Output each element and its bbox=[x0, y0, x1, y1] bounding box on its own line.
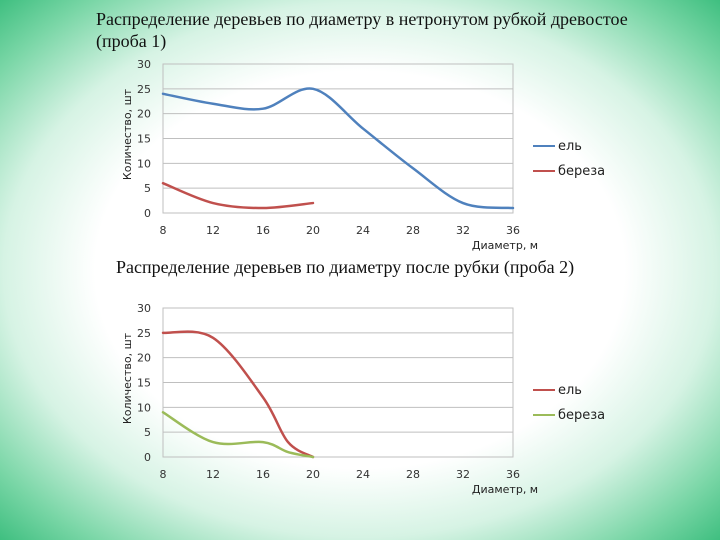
y-axis-title: Количество, шт bbox=[121, 88, 134, 180]
x-tick-label: 16 bbox=[256, 224, 270, 237]
y-tick-label: 20 bbox=[137, 352, 151, 365]
y-tick-label: 30 bbox=[137, 58, 151, 71]
x-tick-label: 20 bbox=[306, 468, 320, 481]
series-line-1 bbox=[161, 330, 315, 459]
series-line-2 bbox=[161, 411, 315, 459]
x-axis-title: Диаметр, м bbox=[472, 239, 538, 252]
y-tick-label: 25 bbox=[137, 327, 151, 340]
x-tick-label: 32 bbox=[456, 224, 470, 237]
y-tick-label: 10 bbox=[137, 401, 151, 414]
series-line-1 bbox=[161, 87, 515, 210]
legend-label: ель bbox=[558, 139, 582, 154]
x-tick-label: 12 bbox=[206, 224, 220, 237]
legend-label: береза bbox=[558, 408, 605, 423]
x-tick-label: 8 bbox=[160, 468, 167, 481]
y-tick-label: 30 bbox=[137, 302, 151, 315]
chart-1: 0 5 10 15 20 25 30 8 12 16 20 24 28 32 36 Диаметр, м Кол… bbox=[121, 58, 605, 252]
legend-label: ель bbox=[558, 383, 582, 398]
y-tick-label: 10 bbox=[137, 157, 151, 170]
y-axis-title: Количество, шт bbox=[121, 332, 134, 424]
y-tick-label: 15 bbox=[137, 377, 151, 390]
x-tick-label: 32 bbox=[456, 468, 470, 481]
y-tick-label: 5 bbox=[144, 182, 151, 195]
chart-2-title: Распределение деревьев по диаметру после… bbox=[116, 257, 575, 277]
x-tick-label: 16 bbox=[256, 468, 270, 481]
chart-2: 0 5 10 15 20 25 30 8 12 16 20 24 28 32 36 Диаметр, м Кол… bbox=[121, 302, 605, 496]
y-tick-label: 20 bbox=[137, 108, 151, 121]
legend-label: береза bbox=[558, 164, 605, 179]
x-tick-label: 28 bbox=[406, 468, 420, 481]
y-tick-label: 25 bbox=[137, 83, 151, 96]
x-tick-label: 8 bbox=[160, 224, 167, 237]
y-tick-label: 5 bbox=[144, 426, 151, 439]
x-tick-label: 36 bbox=[506, 224, 520, 237]
x-tick-label: 20 bbox=[306, 224, 320, 237]
y-tick-label: 0 bbox=[144, 207, 151, 220]
x-tick-label: 12 bbox=[206, 468, 220, 481]
x-tick-label: 28 bbox=[406, 224, 420, 237]
x-tick-label: 24 bbox=[356, 468, 370, 481]
series-line-2 bbox=[161, 181, 315, 210]
x-axis-title: Диаметр, м bbox=[472, 483, 538, 496]
chart-1-title: Распределение деревьев по диаметру в нет… bbox=[96, 9, 628, 51]
y-tick-label: 0 bbox=[144, 451, 151, 464]
x-tick-label: 24 bbox=[356, 224, 370, 237]
x-tick-label: 36 bbox=[506, 468, 520, 481]
y-tick-label: 15 bbox=[137, 133, 151, 146]
